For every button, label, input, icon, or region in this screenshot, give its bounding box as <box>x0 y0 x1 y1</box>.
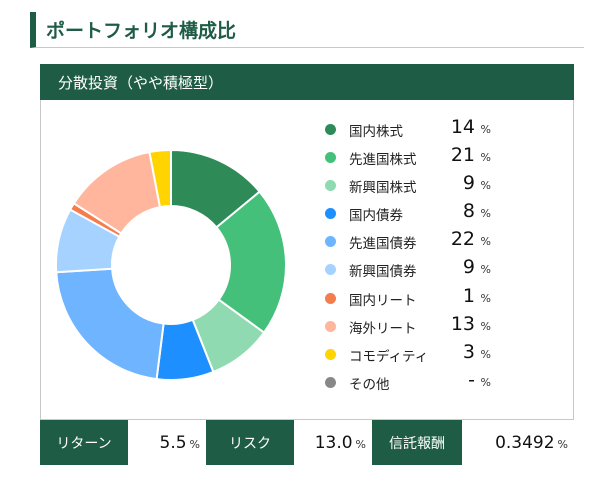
legend-swatch <box>325 236 336 248</box>
legend-label: 新興国株式 <box>349 180 417 197</box>
legend-value: 21 <box>450 144 475 167</box>
legend-value: 3 <box>462 340 475 363</box>
chart-legend: 国内株式 14% 先進国株式 21% 新興国株式 9% 国内債券 8% 先進国債券 22% 新興国債… <box>325 115 505 396</box>
legend-swatch <box>325 208 336 220</box>
legend-value: 13 <box>450 312 475 335</box>
panel-header: 分散投資（やや積極型） <box>40 64 574 100</box>
legend-unit: % <box>480 207 491 221</box>
stat-label-return: リターン <box>40 420 128 465</box>
legend-unit: % <box>480 235 491 249</box>
legend-unit: % <box>480 151 491 165</box>
legend-unit: % <box>480 319 491 333</box>
stat-number: 13.0 <box>314 432 353 453</box>
legend-label: 海外リート <box>349 320 417 337</box>
legend-label: その他 <box>349 376 390 393</box>
donut-slice <box>148 149 172 209</box>
portfolio-panel: 分散投資（やや積極型） 国内株式 14% 先進国株式 21% 新興国株式 9% 国内債券 8%… <box>40 64 574 465</box>
legend-item: 国内株式 14% <box>325 115 505 143</box>
legend-label: 国内株式 <box>349 124 403 140</box>
legend-item: 先進国株式 21% <box>325 143 505 171</box>
stats-bar: リターン 5.5% リスク 13.0% 信託報酬 0.3492% <box>40 419 574 465</box>
legend-swatch <box>325 292 336 304</box>
page-title: ポートフォリオ構成比 <box>46 20 237 42</box>
legend-swatch <box>325 152 336 164</box>
legend-value: 14 <box>450 116 475 138</box>
legend-item: コモディティ 3% <box>325 340 505 368</box>
stat-label-risk: リスク <box>206 420 294 465</box>
legend-swatch <box>325 320 336 332</box>
legend-label: コモディティ <box>349 348 429 365</box>
legend-value: 9 <box>462 256 475 279</box>
legend-label: 国内債券 <box>349 208 403 225</box>
page-title-bar: ポートフォリオ構成比 <box>30 12 584 48</box>
legend-swatch <box>325 348 336 360</box>
legend-label: 国内リート <box>349 292 417 309</box>
stat-unit: % <box>355 438 366 451</box>
stat-label-fee: 信託報酬 <box>372 420 462 465</box>
legend-item: 国内債券 8% <box>325 199 505 227</box>
legend-unit: % <box>480 291 491 305</box>
legend-unit: % <box>480 375 491 389</box>
legend-label: 先進国株式 <box>349 152 417 169</box>
stat-value-fee: 0.3492% <box>462 420 574 465</box>
stat-value-risk: 13.0% <box>294 420 372 465</box>
legend-swatch <box>325 180 336 192</box>
panel-title: 分散投資（やや積極型） <box>58 74 224 92</box>
stat-unit: % <box>557 438 568 451</box>
legend-value: 8 <box>462 200 475 223</box>
legend-item: 新興国債券 9% <box>325 255 505 283</box>
legend-unit: % <box>480 123 491 136</box>
legend-value: - <box>468 368 475 391</box>
donut-slice <box>55 267 165 381</box>
legend-swatch <box>325 124 336 135</box>
legend-label: 新興国債券 <box>349 264 417 281</box>
stat-value-return: 5.5% <box>128 420 206 465</box>
legend-value: 9 <box>462 172 475 195</box>
legend-swatch <box>325 376 336 388</box>
stat-unit: % <box>189 438 200 451</box>
stat-number: 5.5 <box>159 432 187 453</box>
legend-item: 国内リート 1% <box>325 284 505 312</box>
legend-item: その他 -% <box>325 368 505 396</box>
legend-label: 先進国債券 <box>349 236 417 253</box>
legend-unit: % <box>480 263 491 277</box>
legend-unit: % <box>480 179 491 193</box>
donut-chart <box>55 149 287 381</box>
legend-swatch <box>325 264 336 276</box>
legend-item: 先進国債券 22% <box>325 227 505 255</box>
legend-unit: % <box>480 347 491 361</box>
legend-item: 新興国株式 9% <box>325 171 505 199</box>
legend-value: 1 <box>462 284 475 307</box>
legend-item: 海外リート 13% <box>325 312 505 340</box>
stat-number: 0.3492 <box>495 432 555 453</box>
legend-value: 22 <box>450 228 475 251</box>
